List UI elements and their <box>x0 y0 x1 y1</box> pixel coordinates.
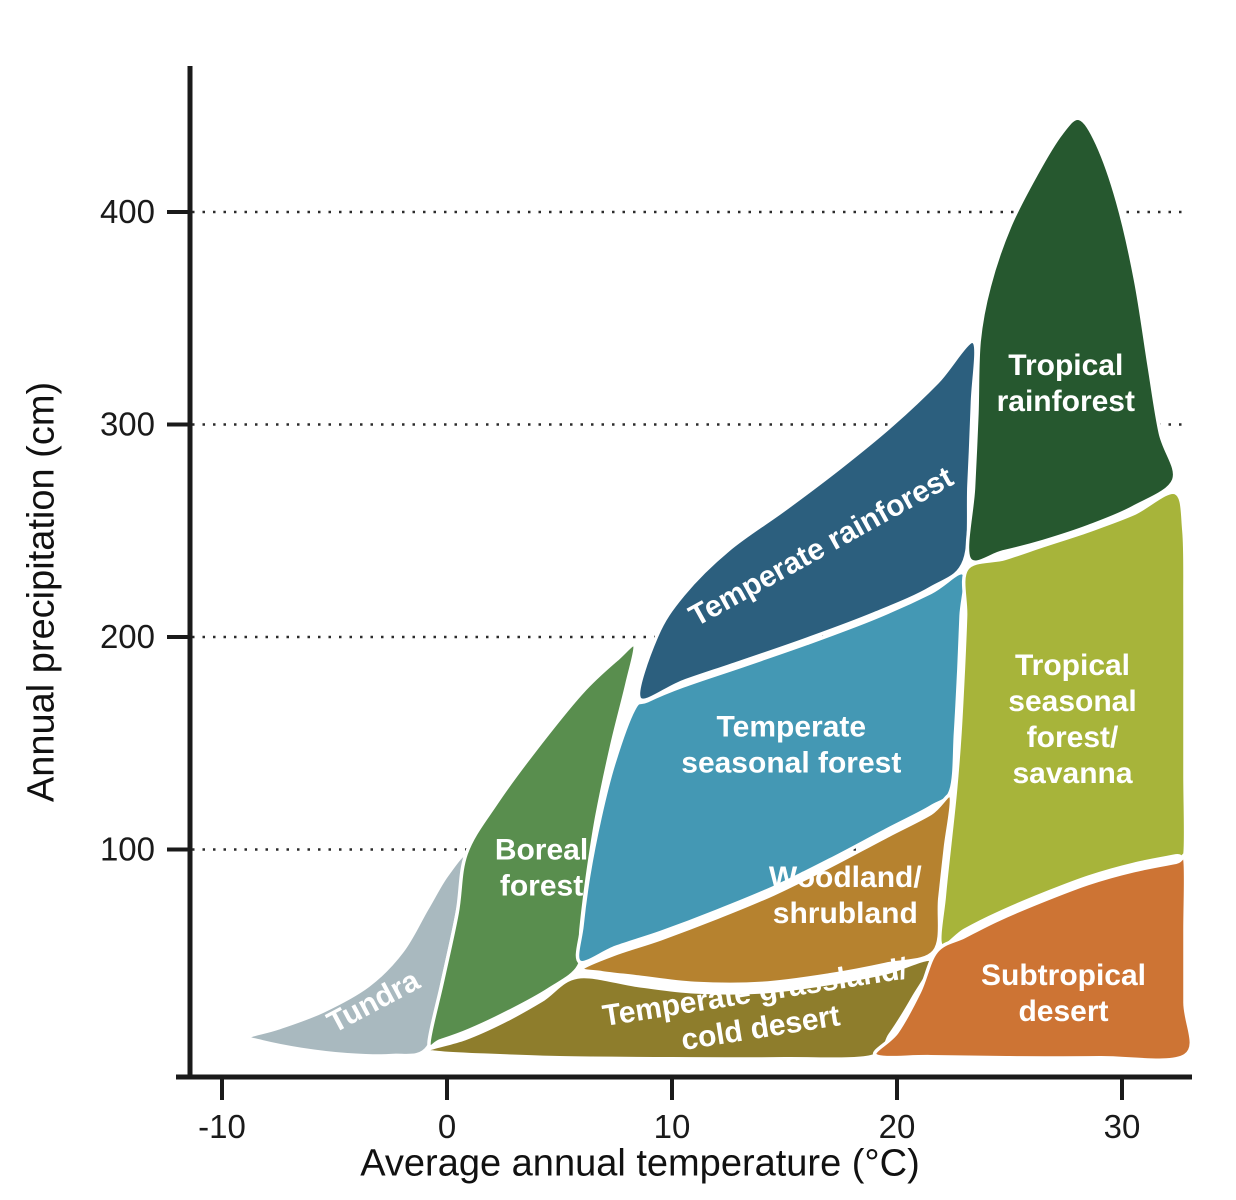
x-axis-title-text: Average annual temperature (°C) <box>360 1142 920 1185</box>
biome-label-woodland-shrubland: Woodland/shrubland <box>769 861 922 930</box>
biome-region-boreal-forest <box>427 642 637 1049</box>
y-tick-label-300: 300 <box>100 406 155 443</box>
svg-text:Woodland/shrubland: Woodland/shrubland <box>769 861 922 930</box>
biome-label-tropical-seasonal-forest-savanna: Tropical seasonal forest/savanna <box>1008 649 1136 790</box>
x-tick-label-20: 20 <box>879 1108 916 1145</box>
biome-label-boreal-forest: Boreal forest <box>495 834 588 903</box>
x-tick-label-0: 0 <box>438 1108 456 1145</box>
biome-region-tropical-seasonal-forest-savanna <box>938 490 1188 949</box>
y-tick-label-200: 200 <box>100 618 155 655</box>
biome-region-woodland-shrubland <box>580 793 954 987</box>
x-axis-title: Average annual temperature (°C) <box>360 1143 919 1186</box>
biome-region-temperate-seasonal-forest <box>575 571 968 965</box>
biome-region-tropical-rainforest <box>965 116 1177 565</box>
y-tick-label-400: 400 <box>100 193 155 230</box>
biome-region-temperate-rainforest <box>636 339 978 703</box>
y-axis-title: Annual precipitation (cm) <box>21 382 64 802</box>
x-tick-label--10: -10 <box>198 1108 246 1145</box>
x-tick-label-30: 30 <box>1104 1108 1141 1145</box>
y-axis-title-text: Annual precipitation (cm) <box>20 381 63 803</box>
x-tick-label-10: 10 <box>654 1108 691 1145</box>
biome-label-tropical-rainforest: Tropical rainforest <box>997 349 1135 418</box>
biome-label-subtropical-desert: Subtropical desert <box>981 959 1146 1028</box>
biome-region-subtropical-desert <box>872 853 1194 1062</box>
y-tick-label-100: 100 <box>100 831 155 868</box>
biome-label-temperate-seasonal-forest: Temperate seasonal forest <box>681 710 901 779</box>
